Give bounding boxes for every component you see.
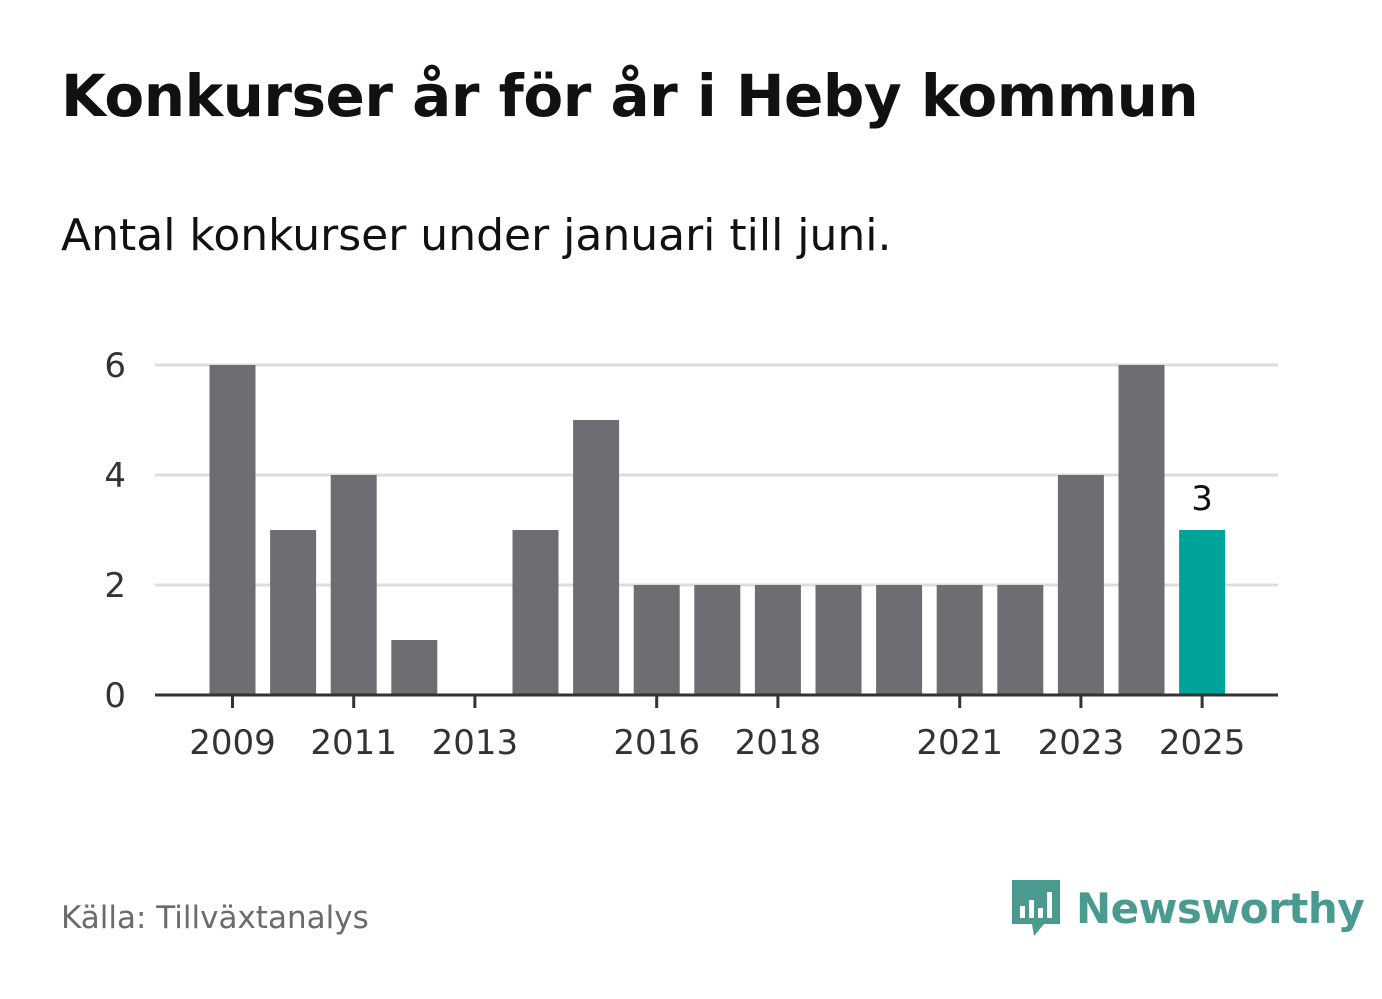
bar [815, 585, 862, 695]
y-tick-label: 4 [104, 456, 126, 496]
chart-title: Konkurser år för år i Heby kommun [61, 62, 1199, 130]
bar [754, 585, 801, 695]
bar [876, 585, 923, 695]
y-tick-label: 6 [104, 346, 126, 386]
bar [330, 475, 377, 695]
x-tick-label: 2025 [1159, 723, 1246, 763]
chart-subtitle: Antal konkurser under januari till juni. [61, 210, 892, 261]
bar [209, 365, 256, 695]
x-tick-label: 2013 [432, 723, 519, 763]
bar [936, 585, 983, 695]
y-tick-label: 0 [104, 676, 126, 716]
x-tick-label: 2009 [189, 723, 276, 763]
newsworthy-logo-icon [1012, 880, 1060, 936]
bar-chart: 0 2 4 6 3 2009 2011 2013 2016 2018 2021 2023 2025 [104, 346, 1278, 763]
x-tick-label: 2021 [916, 723, 1003, 763]
x-tick-label: 2016 [613, 723, 700, 763]
source-note: Källa: Tillväxtanalys [61, 900, 369, 936]
brand-name: Newsworthy [1076, 883, 1365, 933]
bar [573, 420, 620, 695]
x-tick-label: 2023 [1038, 723, 1125, 763]
bar [512, 530, 559, 695]
y-tick-label: 2 [104, 566, 126, 606]
bar [633, 585, 680, 695]
bar [391, 640, 438, 695]
x-tick-label: 2011 [310, 723, 397, 763]
bar [997, 585, 1044, 695]
bar [694, 585, 741, 695]
data-label: 3 [1191, 479, 1213, 519]
bar [1057, 475, 1104, 695]
x-tick-label: 2018 [735, 723, 822, 763]
bar [1118, 365, 1165, 695]
bar [270, 530, 317, 695]
bar [1179, 530, 1226, 695]
brand-logo[interactable]: Newsworthy [1010, 878, 1365, 938]
